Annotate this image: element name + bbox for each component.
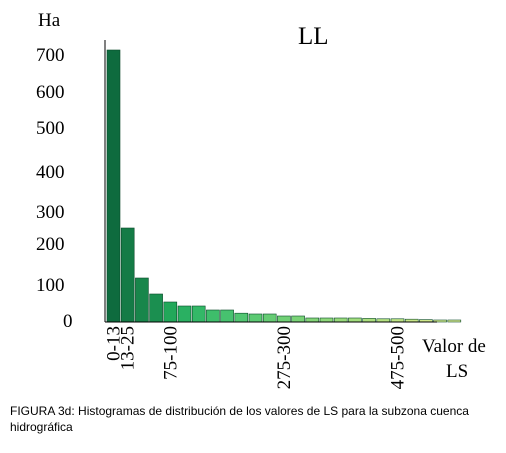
y-tick-label: 500 (36, 118, 65, 139)
bar (348, 317, 362, 323)
bar (234, 312, 249, 323)
x-axis-label-line1: Valor de (422, 336, 486, 357)
bar (277, 315, 291, 323)
bar (248, 313, 263, 323)
x-tick-label: 13-25 (118, 326, 139, 370)
bar (333, 317, 348, 323)
y-tick-label: 100 (36, 275, 65, 296)
bar (206, 309, 220, 323)
bars (106, 49, 462, 323)
figure-caption: FIGURA 3d: Histogramas de distribución d… (10, 404, 469, 434)
y-tick-label: 700 (36, 45, 65, 66)
y-axis-label: Ha (38, 10, 61, 31)
y-tick-label: 300 (36, 202, 65, 223)
x-tick-label: 0-13 (104, 326, 125, 361)
bar (447, 319, 462, 323)
bar (149, 293, 163, 323)
bar (177, 305, 192, 323)
bar (191, 305, 206, 323)
bar (106, 49, 121, 323)
y-tick-label: 200 (36, 234, 65, 255)
bar (305, 317, 320, 323)
x-tick-label: 75-100 (160, 326, 181, 380)
x-axis-label-line2: LS (446, 361, 468, 382)
bar (291, 315, 305, 323)
y-tick-labels: 700 600 500 400 300 200 100 0 (36, 45, 73, 332)
y-tick-label: 600 (36, 82, 65, 103)
bar (362, 318, 376, 323)
bar (220, 309, 234, 323)
y-tick-label: 0 (63, 311, 73, 332)
x-tick-label: 275-300 (274, 326, 295, 389)
y-tick-label: 400 (36, 162, 65, 183)
bar (120, 227, 135, 323)
bar (433, 319, 447, 323)
bar (262, 313, 277, 323)
bar (135, 277, 149, 323)
bar (163, 301, 178, 323)
x-tick-label: 475-500 (388, 326, 409, 389)
bar (319, 317, 334, 323)
chart-title: LL (298, 23, 329, 50)
